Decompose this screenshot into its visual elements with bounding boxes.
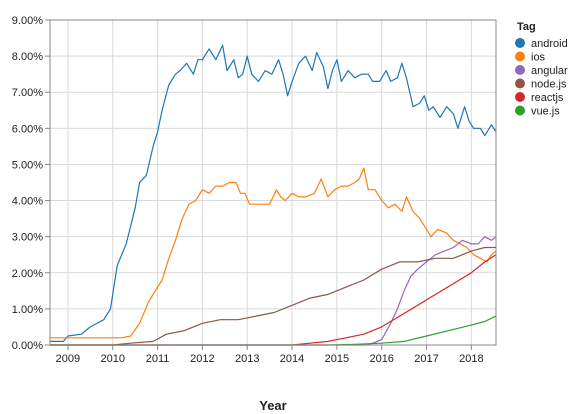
y-tick-label: 0.00% — [12, 340, 43, 352]
series-line-android — [50, 44, 497, 342]
grid-lines — [45, 19, 496, 350]
series-line-angular — [50, 236, 497, 346]
x-tick-label: 2018 — [459, 353, 483, 365]
x-tick-label: 2016 — [369, 353, 393, 365]
legend-swatch — [515, 65, 525, 75]
y-tick-label: 6.00% — [12, 123, 43, 135]
legend-label: android — [531, 38, 568, 50]
legend-swatch — [515, 105, 525, 116]
series-line-node-js — [50, 246, 496, 346]
plot-frame — [49, 19, 497, 346]
y-tick-label: 4.00% — [12, 196, 43, 208]
x-tick-label: 2017 — [414, 353, 438, 365]
y-axis-tick-labels: 0.00% 1.00% 2.00% 3.00% 4.00% 5.00% 6.00% 7.00%… — [12, 15, 43, 352]
x-axis-tick-labels: 2009 2010 2011 2012 2013 2014 2015 2016 2017 2018 — [56, 353, 484, 365]
legend-swatch — [515, 51, 525, 62]
x-tick-label: 2013 — [235, 353, 259, 365]
y-tick-label: 5.00% — [12, 159, 43, 171]
x-tick-label: 2009 — [56, 353, 80, 365]
legend-label: node.js — [531, 79, 567, 91]
legend-swatch — [515, 78, 525, 89]
x-axis-title: Year — [259, 398, 286, 413]
x-tick-label: 2012 — [190, 353, 214, 365]
y-tick-label: 8.00% — [12, 51, 43, 63]
series-line-vue-js — [50, 315, 497, 346]
y-tick-label: 3.00% — [12, 232, 43, 244]
y-tick-label: 2.00% — [12, 268, 43, 280]
x-tick-label: 2015 — [325, 353, 349, 365]
x-tick-label: 2011 — [146, 353, 170, 365]
legend-swatch — [515, 92, 525, 102]
x-tick-label: 2014 — [280, 353, 304, 365]
y-tick-label: 9.00% — [12, 15, 43, 27]
legend-label: reactjs — [531, 92, 564, 104]
series-lines — [50, 44, 497, 346]
legend-swatch — [515, 38, 525, 48]
y-tick-label: 1.00% — [12, 304, 43, 316]
series-line-ios — [50, 167, 497, 339]
legend-label: vue.js — [531, 106, 560, 118]
series-line-reactjs — [50, 254, 497, 346]
y-tick-label: 7.00% — [12, 87, 43, 99]
legend-label: ios — [531, 52, 546, 64]
x-tick-label: 2010 — [101, 353, 125, 365]
legend-title: Tag — [517, 21, 536, 33]
legend-label: angular — [531, 65, 568, 77]
